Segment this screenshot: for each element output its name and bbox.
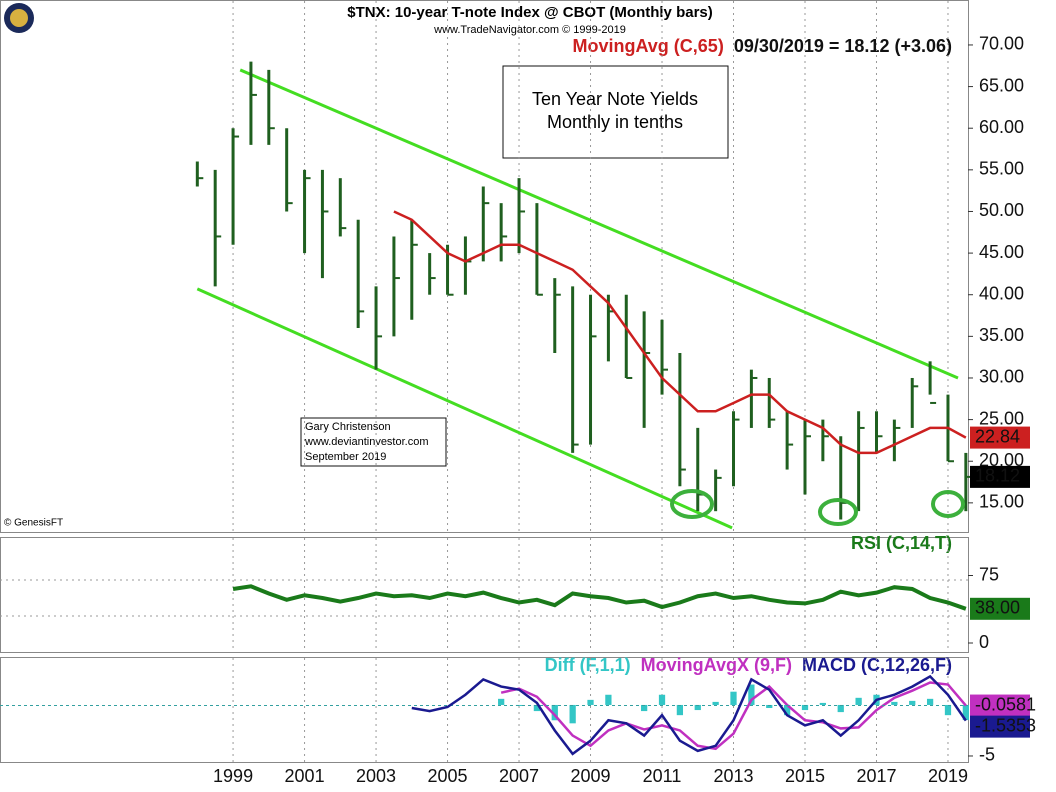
histogram-bar (712, 701, 719, 705)
rsi-panel (0, 537, 969, 653)
annotation-box (502, 65, 729, 159)
y-tick-label: 65.00 (979, 75, 1024, 95)
y-tick-label: 60.00 (979, 117, 1024, 137)
chart-title: $TNX: 10-year T-note Index @ CBOT (Month… (347, 4, 713, 21)
histogram-bar (641, 704, 648, 712)
histogram-bar (748, 684, 755, 705)
x-tick-label: 2003 (356, 766, 396, 786)
x-tick-label: 2001 (285, 766, 325, 786)
y-tick-label: 40.00 (979, 283, 1024, 303)
histogram-bar (694, 704, 701, 711)
histogram-bar (891, 701, 898, 705)
value-label-box (970, 465, 1030, 488)
subtitle: www.TradeNavigator.com © 1999-2019 (433, 24, 626, 36)
legend-entry: MovingAvgX (9,F) (641, 655, 792, 675)
y-tick-label: -5 (979, 745, 995, 765)
value-label: -1.5353 (975, 715, 1036, 735)
x-tick-label: 2019 (928, 766, 968, 786)
y-tick-label: 45.00 (979, 242, 1024, 262)
status-line: MovingAvg (C,65) 09/30/2019 = 18.12 (+3.0… (572, 36, 952, 56)
source: © GenesisFT (4, 518, 63, 529)
series-line (411, 674, 967, 756)
value-label-box (970, 426, 1030, 449)
y-tick-label: 35.00 (979, 325, 1024, 345)
x-tick-label: 2007 (499, 766, 539, 786)
y-tick-label: 15.00 (979, 492, 1024, 512)
x-tick-label: 2009 (570, 766, 610, 786)
plot-area (0, 1, 972, 762)
value-label-box (970, 597, 1030, 620)
histogram-bar (587, 699, 594, 705)
trend-line (239, 68, 959, 380)
ma-name: MovingAvg (C,65) (572, 36, 723, 56)
histogram-bar (801, 704, 809, 711)
y-tick-label: 75 (979, 564, 999, 584)
x-tick-label: 2005 (428, 766, 468, 786)
x-tick-label: 1999 (213, 766, 253, 786)
y-tick-label: 55.00 (979, 159, 1024, 179)
histogram-bar (837, 704, 844, 713)
y-tick-label: 50.00 (979, 200, 1024, 220)
annotation: Ten Year Note Yields (532, 89, 698, 109)
histogram-bar (783, 704, 791, 716)
credit: www.deviantinvestor.com (304, 436, 429, 448)
value-label: 22.84 (975, 426, 1020, 446)
x-tick-label: 2013 (713, 766, 753, 786)
histogram-bar (515, 704, 523, 706)
histogram-bar (962, 704, 969, 721)
histogram-bar (730, 691, 737, 705)
histogram-bar (551, 704, 558, 721)
histogram-bar (926, 698, 934, 705)
y-tick-label: 20.00 (979, 450, 1024, 470)
series-line (500, 681, 967, 751)
x-tick-label: 2011 (643, 766, 682, 786)
histogram-bar (605, 694, 612, 705)
value-label: 18.12 (975, 466, 1020, 486)
histogram-bar (498, 698, 505, 705)
histogram-bar (855, 697, 862, 705)
y-tick-label: 25.00 (979, 408, 1024, 428)
histogram-bar (533, 704, 541, 712)
x-tick-label: 2015 (785, 766, 825, 786)
x-tick-label: 2017 (856, 766, 896, 786)
credit-box (300, 417, 447, 467)
histogram-bar (676, 704, 684, 716)
y-tick-label: 30.00 (979, 367, 1024, 387)
histogram-bar (909, 700, 916, 705)
value-label-box (970, 715, 1030, 738)
histogram-bar (569, 704, 576, 724)
legend-entry: RSI (C,14,T) (851, 533, 952, 553)
value-label: 38.00 (975, 598, 1020, 618)
credit: Gary Christenson (305, 421, 391, 433)
legend-entry: Diff (F,1,1) (545, 655, 631, 675)
credit: September 2019 (305, 451, 386, 463)
status: 09/30/2019 = 18.12 (+3.06) (734, 36, 952, 56)
y-tick-label: 0 (979, 632, 989, 652)
value-label-box (970, 694, 1030, 717)
annotation: Monthly in tenths (547, 112, 683, 132)
macd-legend: Diff (F,1,1) MovingAvgX (9,F) MACD (C,12,2… (545, 655, 952, 675)
logo (4, 3, 34, 33)
histogram-bar (658, 694, 666, 705)
trend-line (196, 287, 733, 530)
series-line (393, 210, 967, 455)
histogram-bar (766, 704, 773, 709)
value-label: -0.0581 (975, 694, 1036, 714)
y-tick-label: 70.00 (979, 34, 1024, 54)
histogram-bar (944, 704, 952, 716)
series-line (232, 584, 967, 611)
price-panel (0, 0, 969, 533)
highlight-circles (670, 489, 965, 526)
histogram-bar (819, 702, 826, 705)
